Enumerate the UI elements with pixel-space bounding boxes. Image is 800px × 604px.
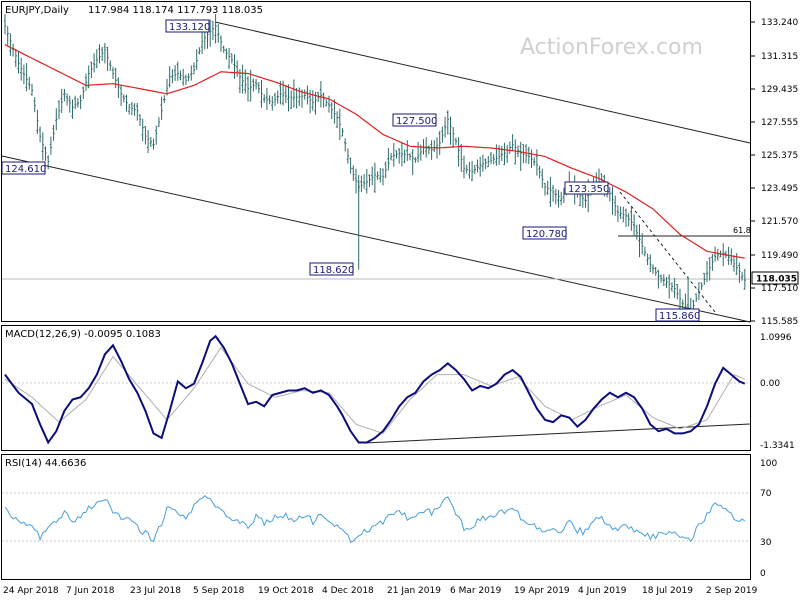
price-annotation-label: 115.860 [659,311,700,322]
x-tick-label: 19 Oct 2018 [258,586,314,596]
price-annotation-box [165,19,210,33]
macd-y-axis: 1.0996 0.00 -1.3341 [760,333,795,451]
price-annotation: 127.500 [392,113,437,127]
price-annotation: 120.780 [522,226,567,240]
price-annotation-box [655,308,700,322]
macd-trend-line [364,423,751,444]
price-annotation: 124.610 [1,161,46,175]
rsi-y-tick: 0 [760,569,766,579]
chart-header-ohlc: 117.984 118.174 117.793 118.035 [88,5,263,16]
price-y-tick: 121.570 [761,217,798,227]
x-tick-label: 18 Jul 2019 [642,586,693,596]
x-tick-label: 5 Sep 2018 [193,586,245,596]
upper-channel-line [214,21,751,144]
chart-header-symbol: EURJPY,Daily [5,5,69,16]
price-y-tick: 125.375 [761,151,798,161]
price-y-tick: 131.315 [761,52,798,62]
rsi-y-axis: 100 70 30 0 [760,459,777,579]
price-annotation-label: 118.620 [313,265,354,276]
price-annotation: 133.120 [165,19,210,33]
x-tick-label: 23 Jul 2018 [130,586,181,596]
price-y-tick: 133.240 [761,18,798,28]
macd-signal-line [4,346,745,435]
price-annotation-label: 127.500 [396,116,437,127]
x-tick-label: 4 Jun 2019 [578,586,627,596]
rsi-main-line [4,494,746,543]
price-bars [3,14,746,323]
price-y-tick: 115.585 [761,317,798,327]
macd-panel-title: MACD(12,26,9) -0.0095 0.1083 [5,329,161,340]
price-annotation-label: 133.120 [169,22,210,33]
x-tick-label: 24 Apr 2018 [3,586,59,596]
price-annotation-box [392,113,437,127]
price-annotation-label: 123.350 [568,184,609,195]
last-price-tag [751,271,799,285]
macd-y-tick: 1.0996 [760,333,792,343]
price-y-tick: 117.510 [761,284,798,294]
price-y-tick: 123.495 [761,184,798,194]
macd-panel-frame [1,325,751,451]
rsi-y-tick: 30 [760,538,772,548]
price-annotation: 115.860 [655,308,700,322]
rsi-panel-title: RSI(14) 44.6636 [5,458,86,469]
fib-level-label: 61.8 [733,226,751,235]
retracement-guide-line [619,191,716,313]
price-y-axis: 133.240 131.315 129.435 127.555 125.375 … [761,18,798,327]
price-y-tick: 127.555 [761,118,798,128]
rsi-y-tick: 100 [760,459,777,469]
price-annotation-box [1,161,46,175]
x-tick-label: 2 Sep 2019 [706,586,758,596]
x-tick-label: 21 Jan 2019 [387,586,441,596]
price-annotation-box [522,226,567,240]
x-tick-label: 6 Mar 2019 [450,586,502,596]
price-annotations: 133.120 124.610 118.620 127.500 123.350 120.7… [1,19,751,322]
price-annotation-label: 120.780 [526,229,567,240]
price-y-tick: 119.490 [761,251,798,261]
watermark: ActionForex.com [520,35,703,60]
x-tick-label: 4 Dec 2018 [322,586,374,596]
rsi-line [4,494,746,543]
date-x-axis: 24 Apr 2018 7 Jun 2018 23 Jul 2018 5 Sep… [3,586,758,596]
rsi-y-tick: 70 [760,489,772,499]
rsi-panel-frame [1,454,751,580]
last-price-label: 118.035 [756,275,797,285]
macd-lines [4,334,751,445]
price-annotation-label: 124.610 [5,164,46,175]
price-annotation-box [564,181,609,195]
price-annotation: 118.620 [309,262,354,276]
price-y-tick: 129.435 [761,85,798,95]
macd-y-tick: -1.3341 [760,441,795,451]
moving-average [4,44,745,259]
moving-average-line [4,44,745,259]
channel-lines [1,21,751,323]
price-y-ticks-marks [750,21,755,322]
price-annotation-box [309,262,354,276]
lower-channel-line [1,155,751,323]
macd-main-line [4,334,746,445]
price-annotation: 123.350 [564,181,609,195]
macd-y-tick: 0.00 [760,379,780,389]
x-tick-label: 19 Apr 2019 [514,586,570,596]
x-tick-label: 7 Jun 2018 [66,586,115,596]
